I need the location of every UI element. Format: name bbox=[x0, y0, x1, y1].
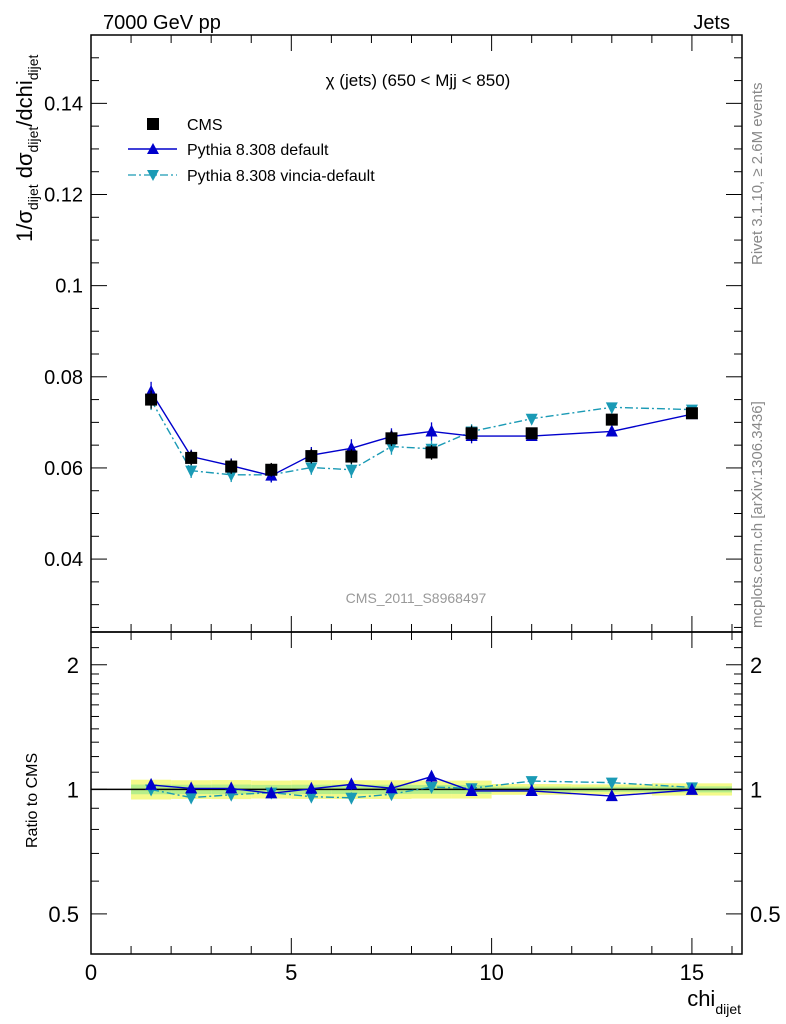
ratio-data-point bbox=[605, 789, 618, 802]
legend-marker-cms bbox=[147, 118, 159, 130]
main-axis-ticks: 0.04 0.06 0.08 0.1 0.12 0.14 bbox=[44, 35, 742, 632]
main-data-point bbox=[225, 469, 238, 482]
main-ytick-label: 0.06 bbox=[44, 458, 83, 480]
legend-entry-pythia-default: Pythia 8.308 default bbox=[128, 142, 329, 159]
legend-label-pythia-default: Pythia 8.308 default bbox=[187, 142, 329, 159]
analysis-watermark: CMS_2011_S8968497 bbox=[346, 590, 487, 606]
ratio-panel: 0.5 0.5 1 1 2 2 0 5 10 15 Ratio to CMS chidijet bbox=[24, 631, 781, 1017]
ratio-data-point bbox=[685, 782, 698, 795]
ratio-series-0 bbox=[145, 769, 698, 802]
ratio-ytick-label-left: 2 bbox=[67, 653, 79, 678]
ratio-data-point bbox=[145, 777, 158, 790]
ratio-data-point bbox=[345, 792, 358, 805]
header-right: Jets bbox=[693, 12, 730, 34]
main-data-point bbox=[185, 451, 198, 464]
ratio-data-point bbox=[185, 792, 198, 805]
legend-marker-pythia-default bbox=[147, 143, 159, 154]
xtick-label: 5 bbox=[285, 960, 297, 985]
main-data-point bbox=[605, 424, 618, 437]
header-left: 7000 GeV pp bbox=[103, 12, 221, 34]
main-series-line bbox=[150, 391, 693, 477]
main-data-point bbox=[605, 413, 618, 426]
main-y-axis-label: 1/σdijet dσdijet/dchidijet bbox=[12, 54, 41, 242]
legend: CMS Pythia 8.308 default Pythia 8.308 vi… bbox=[128, 117, 375, 185]
ratio-series-line bbox=[150, 780, 692, 799]
mcplots-source-label: mcplots.cern.ch [arXiv:1306.3436] bbox=[749, 401, 766, 628]
ratio-data-point bbox=[525, 776, 538, 789]
main-data-point bbox=[265, 463, 278, 476]
ratio-data-point bbox=[265, 786, 278, 799]
ratio-data-point bbox=[345, 777, 358, 790]
rivet-version-label: Rivet 3.1.10, ≥ 2.6M events bbox=[749, 83, 766, 266]
main-ytick-label: 0.04 bbox=[44, 549, 83, 571]
main-data-point bbox=[525, 413, 538, 426]
main-data-point bbox=[305, 450, 318, 463]
legend-label-pythia-vincia: Pythia 8.308 vincia-default bbox=[187, 168, 375, 185]
ratio-ytick-label-right: 1 bbox=[750, 777, 762, 802]
main-data-point bbox=[345, 464, 358, 477]
main-data-point bbox=[425, 446, 438, 459]
legend-label-cms: CMS bbox=[187, 117, 223, 134]
main-ytick-label: 0.08 bbox=[44, 367, 83, 389]
ratio-data-point bbox=[425, 769, 438, 782]
main-plot-title: χ (jets) (650 < Mjj < 850) bbox=[326, 71, 511, 90]
ratio-data-point bbox=[525, 783, 538, 796]
ratio-y-axis-label: Ratio to CMS bbox=[24, 753, 41, 848]
main-panel: 0.04 0.06 0.08 0.1 0.12 0.14 χ (jets) (650 < … bbox=[12, 34, 743, 633]
ratio-data-point bbox=[185, 781, 198, 794]
legend-marker-pythia-vincia bbox=[147, 170, 159, 181]
ratio-panel-frame bbox=[90, 631, 743, 955]
ratio-ytick-label-right: 0.5 bbox=[750, 902, 781, 927]
main-ytick-label: 0.12 bbox=[44, 185, 83, 207]
main-data-point bbox=[525, 427, 538, 440]
ratio-data-point bbox=[225, 781, 238, 794]
ratio-data-point bbox=[385, 781, 398, 794]
ratio-data-point bbox=[305, 781, 318, 794]
main-series-line bbox=[150, 399, 692, 476]
main-ytick-label: 0.14 bbox=[44, 93, 83, 115]
main-data-point bbox=[685, 407, 698, 420]
ratio-data-point bbox=[425, 782, 438, 795]
main-ytick-label: 0.1 bbox=[55, 276, 83, 298]
ratio-data-point bbox=[465, 783, 478, 796]
xtick-label: 15 bbox=[680, 960, 704, 985]
ratio-axis-ticks: 0.5 0.5 1 1 2 2 0 5 10 15 bbox=[48, 632, 781, 985]
main-data-point bbox=[385, 441, 398, 454]
main-data-point bbox=[465, 427, 478, 440]
xtick-label: 10 bbox=[479, 960, 503, 985]
main-series-layer bbox=[145, 381, 698, 483]
main-data-point bbox=[425, 424, 438, 437]
ratio-ytick-label-right: 2 bbox=[750, 653, 762, 678]
ratio-series-line bbox=[151, 775, 692, 797]
main-data-point bbox=[345, 441, 358, 454]
ratio-ytick-label-left: 1 bbox=[67, 777, 79, 802]
xtick-label: 0 bbox=[85, 960, 97, 985]
legend-entry-pythia-vincia: Pythia 8.308 vincia-default bbox=[128, 168, 375, 185]
ratio-series-layer bbox=[145, 769, 698, 805]
ratio-data-point bbox=[305, 791, 318, 804]
main-data-point bbox=[145, 393, 158, 406]
main-data-point bbox=[605, 402, 618, 415]
ratio-data-point bbox=[605, 777, 618, 790]
main-series-0 bbox=[145, 390, 698, 477]
main-data-point bbox=[185, 465, 198, 478]
main-data-point bbox=[305, 462, 318, 475]
legend-entry-cms: CMS bbox=[147, 117, 223, 134]
x-axis-label: chidijet bbox=[687, 986, 741, 1017]
main-data-point bbox=[345, 450, 358, 463]
main-data-point bbox=[225, 460, 238, 473]
main-data-point bbox=[385, 432, 398, 445]
ratio-ytick-label-left: 0.5 bbox=[48, 902, 79, 927]
